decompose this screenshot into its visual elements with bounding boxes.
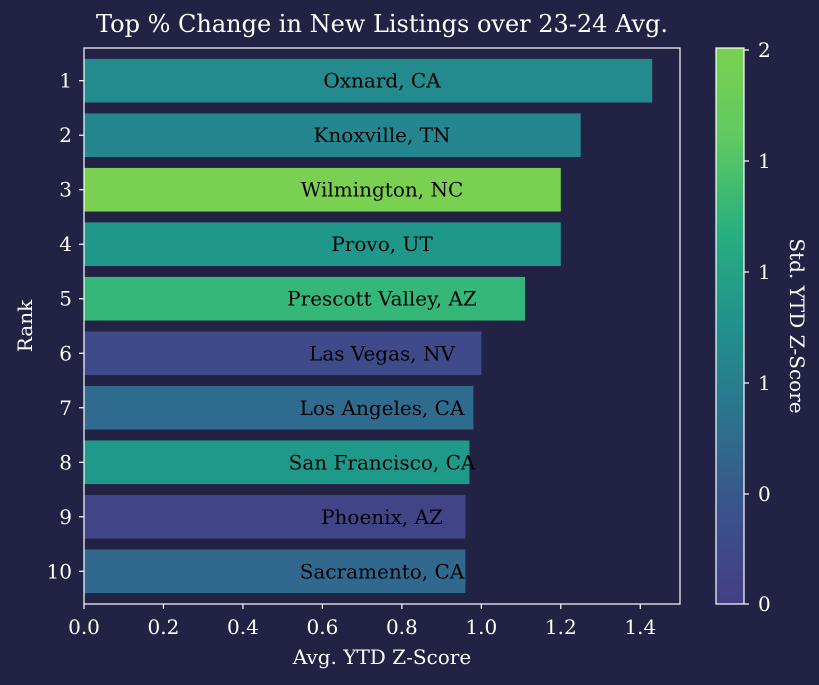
bar [84,167,561,212]
bar-label: Oxnard, CA [323,69,441,93]
colorbar-tick-label: 1 [758,371,771,395]
bar-label: Knoxville, TN [313,123,450,147]
chart-title: Top % Change in New Listings over 23-24 … [96,10,668,38]
bar-label: Sacramento, CA [300,559,465,583]
x-tick-label: 0.2 [148,615,180,639]
y-tick-label: 7 [59,396,72,420]
x-tick-label: 0.8 [386,615,418,639]
y-tick-label: 1 [59,69,72,93]
bar [84,276,526,321]
bar-label: Los Angeles, CA [300,396,465,420]
colorbar-tick-label: 1 [758,149,771,173]
x-axis-label: Avg. YTD Z-Score [292,645,471,669]
x-tick-label: 0.0 [68,615,100,639]
bar [84,549,466,594]
bar [84,113,581,158]
colorbar-label: Std. YTD Z-Score [785,238,809,413]
x-tick-label: 1.2 [545,615,577,639]
y-tick-label: 9 [59,505,72,529]
bar [84,494,466,539]
bar-label: Prescott Valley, AZ [287,287,477,311]
bar-label: San Francisco, CA [289,450,476,474]
y-tick-label: 2 [59,123,72,147]
bar-label: Wilmington, NC [301,178,464,202]
bar-label: Phoenix, AZ [321,505,443,529]
colorbar-tick-label: 1 [758,260,771,284]
colorbar-tick-label: 0 [758,482,771,506]
x-tick-label: 0.6 [306,615,338,639]
y-axis-label: Rank [13,299,37,352]
colorbar-tick-label: 0 [758,592,771,616]
y-tick-label: 8 [59,450,72,474]
x-tick-label: 1.4 [624,615,656,639]
y-tick-label: 5 [59,287,72,311]
y-tick-label: 3 [59,178,72,202]
y-tick-label: 4 [59,232,72,256]
bar [84,385,474,430]
bar-label: Las Vegas, NV [309,341,455,365]
x-tick-label: 0.4 [227,615,259,639]
x-tick-label: 1.0 [465,615,497,639]
bar [84,222,561,267]
bar [84,440,470,485]
bar [84,331,482,376]
plot-frame [83,47,681,605]
y-tick-label: 10 [47,559,72,583]
bar-label: Provo, UT [331,232,433,256]
colorbar-tick-label: 2 [758,38,771,62]
bar [84,58,653,103]
colorbar [715,47,745,605]
y-tick-label: 6 [59,341,72,365]
